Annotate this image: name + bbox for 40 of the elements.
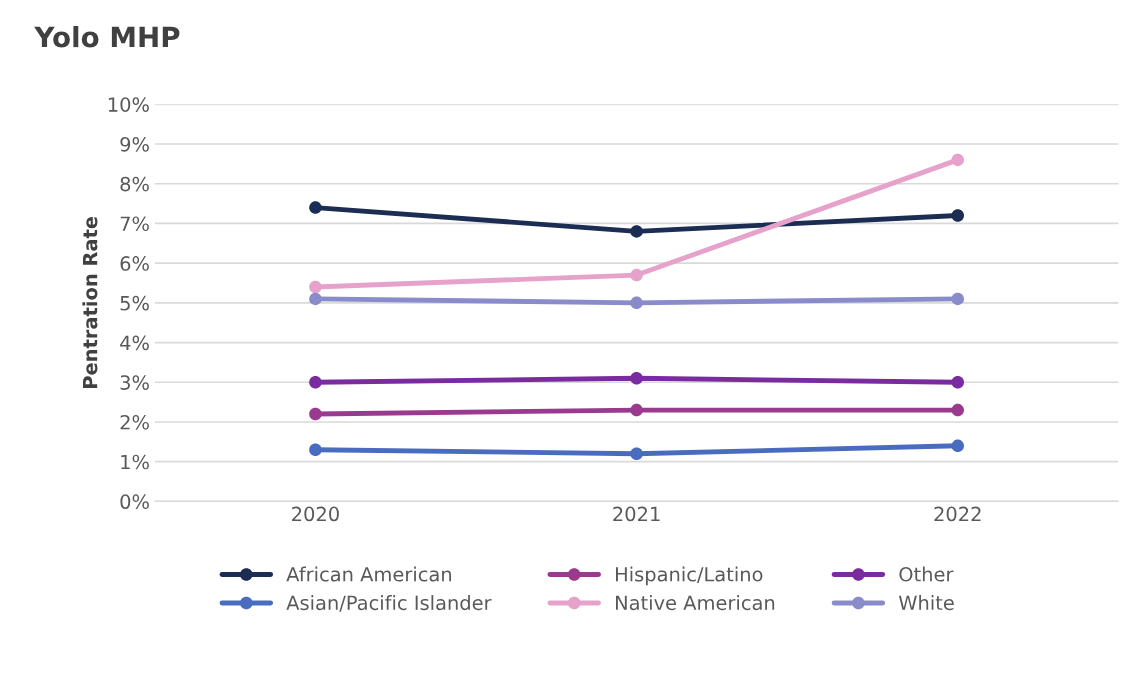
y-tick-label: 2%	[120, 414, 149, 430]
point	[630, 225, 643, 238]
point	[309, 376, 322, 389]
legend-label: African American	[286, 566, 452, 582]
y-tick-label: 8%	[120, 176, 149, 192]
point	[309, 201, 322, 214]
y-tick-label: 5%	[120, 295, 149, 311]
point	[630, 296, 643, 310]
y-tick-label: 7%	[120, 216, 149, 232]
y-tick-label: 1%	[121, 454, 149, 470]
y-tick-label: 9%	[120, 136, 149, 152]
x-tick-label: 2022	[934, 506, 981, 522]
point	[309, 280, 322, 294]
y-tick-label: 4%	[120, 335, 149, 351]
point	[951, 439, 964, 453]
legend-label: White	[898, 595, 954, 611]
legend-label: Native American	[616, 595, 775, 611]
y-tick-label: 3%	[120, 375, 149, 390]
point	[630, 372, 643, 385]
point	[630, 403, 643, 417]
point	[309, 292, 322, 306]
y-tick-label: 0%	[120, 494, 149, 510]
point	[951, 376, 964, 389]
y-tick-label: 6%	[120, 256, 149, 271]
legend-label: Other	[899, 566, 954, 582]
x-tick-label: 2021	[613, 506, 660, 522]
y-tick-label: 10%	[108, 97, 149, 112]
legend-label: Asian/Pacific Islander	[286, 595, 492, 612]
point	[630, 268, 643, 282]
point	[951, 292, 964, 306]
chart-title: Yolo MHP	[34, 26, 180, 48]
y-axis-title: Pentration Rate	[82, 216, 98, 388]
point	[309, 443, 322, 457]
point	[630, 447, 643, 460]
point	[951, 153, 964, 167]
x-tick-label: 2020	[292, 506, 339, 522]
legend-label: Hispanic/Latino	[616, 566, 763, 586]
point	[951, 209, 964, 222]
point	[951, 403, 964, 417]
point	[309, 407, 322, 421]
